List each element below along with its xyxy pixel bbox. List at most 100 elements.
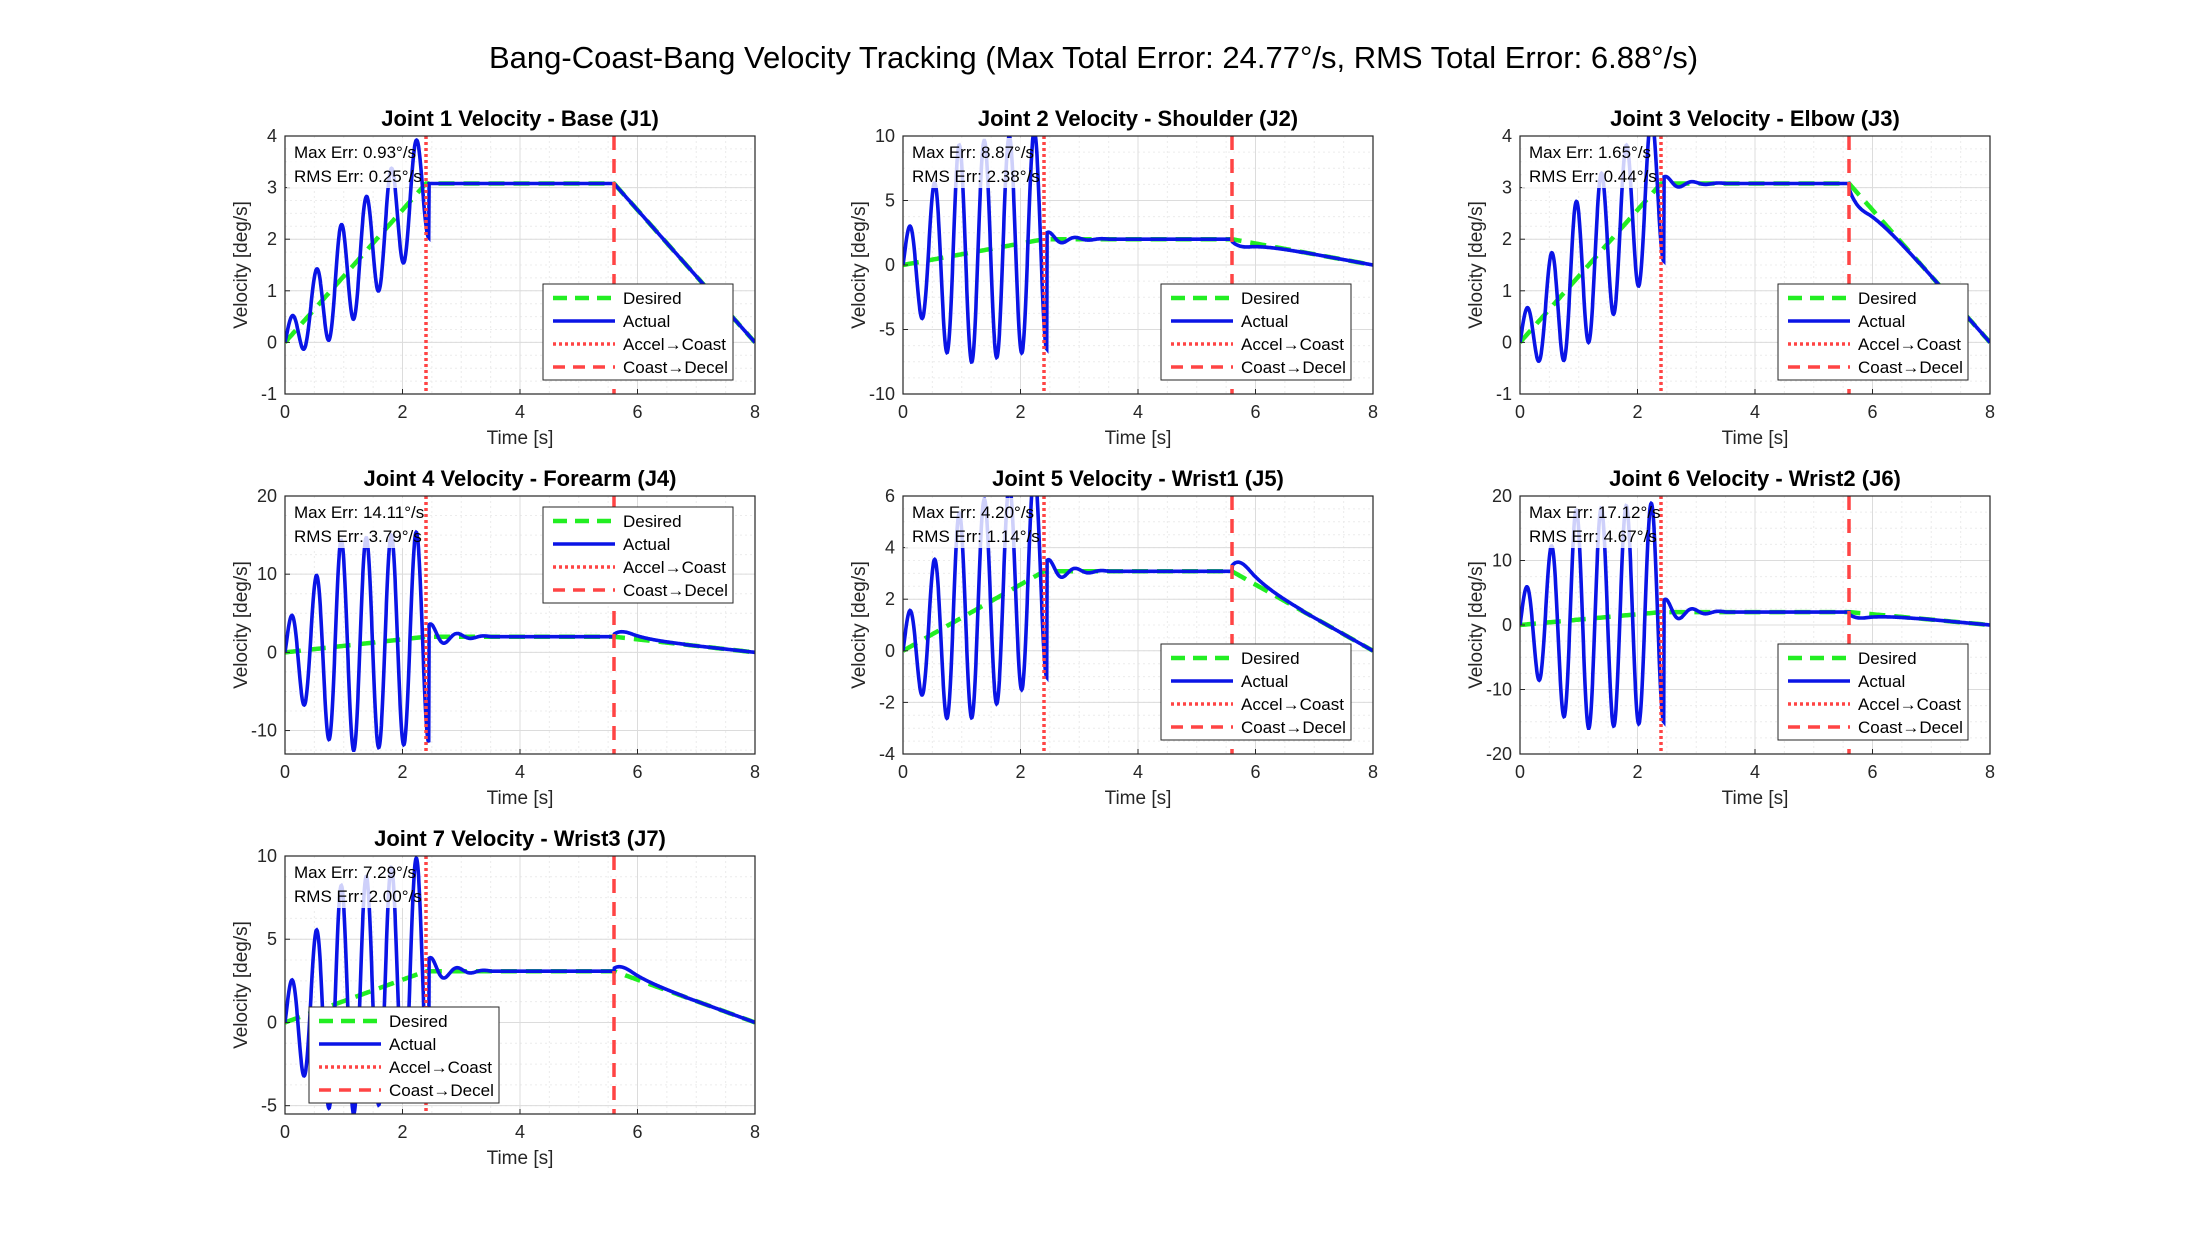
legend-entry-actual: Actual [1241, 672, 1288, 691]
y-axis-label: Velocity [deg/s] [231, 921, 252, 1049]
legend-box [542, 283, 734, 381]
rms-error-text: RMS Err: 2.38°/s [912, 167, 1040, 186]
legend-entry-actual: Actual [389, 1035, 436, 1054]
legend: Desired Actual Accel→Coast Coast→Decel [308, 1006, 500, 1104]
x-axis-label: Time [s] [1722, 428, 1789, 449]
x-tick-label: 0 [280, 762, 290, 782]
legend: Desired Actual Accel→Coast Coast→Decel [542, 506, 734, 604]
legend: Desired Actual Accel→Coast Coast→Decel [1777, 643, 1969, 741]
y-tick-label: 5 [885, 191, 895, 211]
error-box [287, 858, 405, 908]
subplot-title: Joint 5 Velocity - Wrist1 (J5) [992, 466, 1284, 491]
x-tick-label: 0 [280, 1122, 290, 1142]
legend-entry-accel-coast: Accel→Coast [1858, 695, 1961, 714]
rms-error-text: RMS Err: 3.79°/s [294, 527, 422, 546]
legend-entry-coast-decel: Coast→Decel [389, 1081, 494, 1100]
x-tick-label: 4 [515, 402, 525, 422]
x-tick-label: 4 [1750, 762, 1760, 782]
legend-entry-actual: Actual [623, 535, 670, 554]
error-box [1522, 498, 1640, 548]
x-tick-label: 2 [397, 402, 407, 422]
legend-entry-actual: Actual [623, 312, 670, 331]
subplot-j5: 0 2 4 6 8 -4 -2 0 2 4 6 Time [s] Velocity [deg/s] Joi… [849, 466, 1378, 809]
x-tick-label: 2 [1015, 762, 1025, 782]
series-actual [1520, 136, 1990, 364]
y-tick-label: 4 [885, 538, 895, 558]
legend-entry-accel-coast: Accel→Coast [1858, 335, 1961, 354]
subplot-j4: 0 2 4 6 8 -10 0 10 20 Time [s] Velocity [deg/s] Joi… [231, 466, 760, 809]
subplot-title: Joint 1 Velocity - Base (J1) [381, 106, 659, 131]
x-tick-label: 2 [397, 1122, 407, 1142]
legend-entry-actual: Actual [1858, 312, 1905, 331]
legend-entry-coast-decel: Coast→Decel [623, 358, 728, 377]
y-tick-label: 1 [1502, 281, 1512, 301]
max-error-text: Max Err: 17.12°/s [1529, 503, 1661, 522]
y-tick-label: 0 [1502, 615, 1512, 635]
subplot-j6: 0 2 4 6 8 -20 -10 0 10 20 Time [s] Velocity [deg/s]… [1466, 466, 1995, 809]
y-axis-label: Velocity [deg/s] [1466, 201, 1487, 329]
y-tick-label: 4 [267, 126, 277, 146]
y-tick-label: 10 [257, 846, 277, 866]
y-tick-label: 0 [885, 255, 895, 275]
legend-entry-coast-decel: Coast→Decel [623, 581, 728, 600]
y-tick-label: 0 [1502, 332, 1512, 352]
subplot-title: Joint 6 Velocity - Wrist2 (J6) [1609, 466, 1901, 491]
subplot-title: Joint 7 Velocity - Wrist3 (J7) [374, 826, 666, 851]
subplot-title: Joint 2 Velocity - Shoulder (J2) [978, 106, 1298, 131]
y-tick-label: 1 [267, 281, 277, 301]
x-tick-label: 8 [750, 762, 760, 782]
x-tick-label: 0 [898, 402, 908, 422]
max-error-text: Max Err: 8.87°/s [912, 143, 1034, 162]
series-actual [285, 137, 755, 351]
y-axis-label: Velocity [deg/s] [849, 561, 870, 689]
y-tick-label: -4 [879, 744, 895, 764]
x-tick-label: 4 [515, 1122, 525, 1142]
legend: Desired Actual Accel→Coast Coast→Decel [1160, 643, 1352, 741]
x-tick-label: 2 [1632, 402, 1642, 422]
series-actual [285, 529, 755, 752]
x-tick-label: 6 [1250, 402, 1260, 422]
y-tick-label: 10 [257, 564, 277, 584]
legend-entry-desired: Desired [1858, 289, 1917, 308]
legend-entry-desired: Desired [1241, 289, 1300, 308]
x-tick-label: 6 [632, 402, 642, 422]
x-axis-label: Time [s] [487, 428, 554, 449]
legend-entry-accel-coast: Accel→Coast [389, 1058, 492, 1077]
subplot-j2: 0 2 4 6 8 -10 -5 0 5 10 Time [s] Velocity [deg/s] Jo… [849, 106, 1378, 449]
legend-entry-accel-coast: Accel→Coast [623, 558, 726, 577]
y-tick-label: -10 [869, 384, 895, 404]
x-tick-label: 6 [1867, 402, 1877, 422]
y-tick-label: 0 [267, 642, 277, 662]
x-tick-label: 8 [1985, 402, 1995, 422]
legend-entry-desired: Desired [623, 512, 682, 531]
y-tick-label: -1 [1496, 384, 1512, 404]
x-axis-label: Time [s] [1722, 788, 1789, 809]
y-tick-label: 2 [1502, 229, 1512, 249]
y-axis-label: Velocity [deg/s] [1466, 561, 1487, 689]
max-error-text: Max Err: 14.11°/s [294, 503, 424, 522]
y-tick-label: 2 [267, 229, 277, 249]
figure-title: Bang-Coast-Bang Velocity Tracking (Max T… [488, 40, 1699, 75]
legend-box [1777, 283, 1969, 381]
y-tick-label: 10 [875, 126, 895, 146]
x-tick-label: 0 [1515, 402, 1525, 422]
y-axis-label: Velocity [deg/s] [231, 561, 252, 689]
y-tick-label: 4 [1502, 126, 1512, 146]
max-error-text: Max Err: 4.20°/s [912, 503, 1034, 522]
y-tick-label: -1 [261, 384, 277, 404]
legend-entry-coast-decel: Coast→Decel [1241, 718, 1346, 737]
x-tick-label: 0 [1515, 762, 1525, 782]
y-tick-label: 5 [267, 929, 277, 949]
x-tick-label: 2 [397, 762, 407, 782]
legend-entry-coast-decel: Coast→Decel [1241, 358, 1346, 377]
legend-entry-coast-decel: Coast→Decel [1858, 358, 1963, 377]
legend-entry-desired: Desired [1858, 649, 1917, 668]
subplot-title: Joint 4 Velocity - Forearm (J4) [364, 466, 677, 491]
y-tick-label: -2 [879, 692, 895, 712]
x-tick-label: 2 [1015, 402, 1025, 422]
x-tick-label: 8 [1368, 762, 1378, 782]
